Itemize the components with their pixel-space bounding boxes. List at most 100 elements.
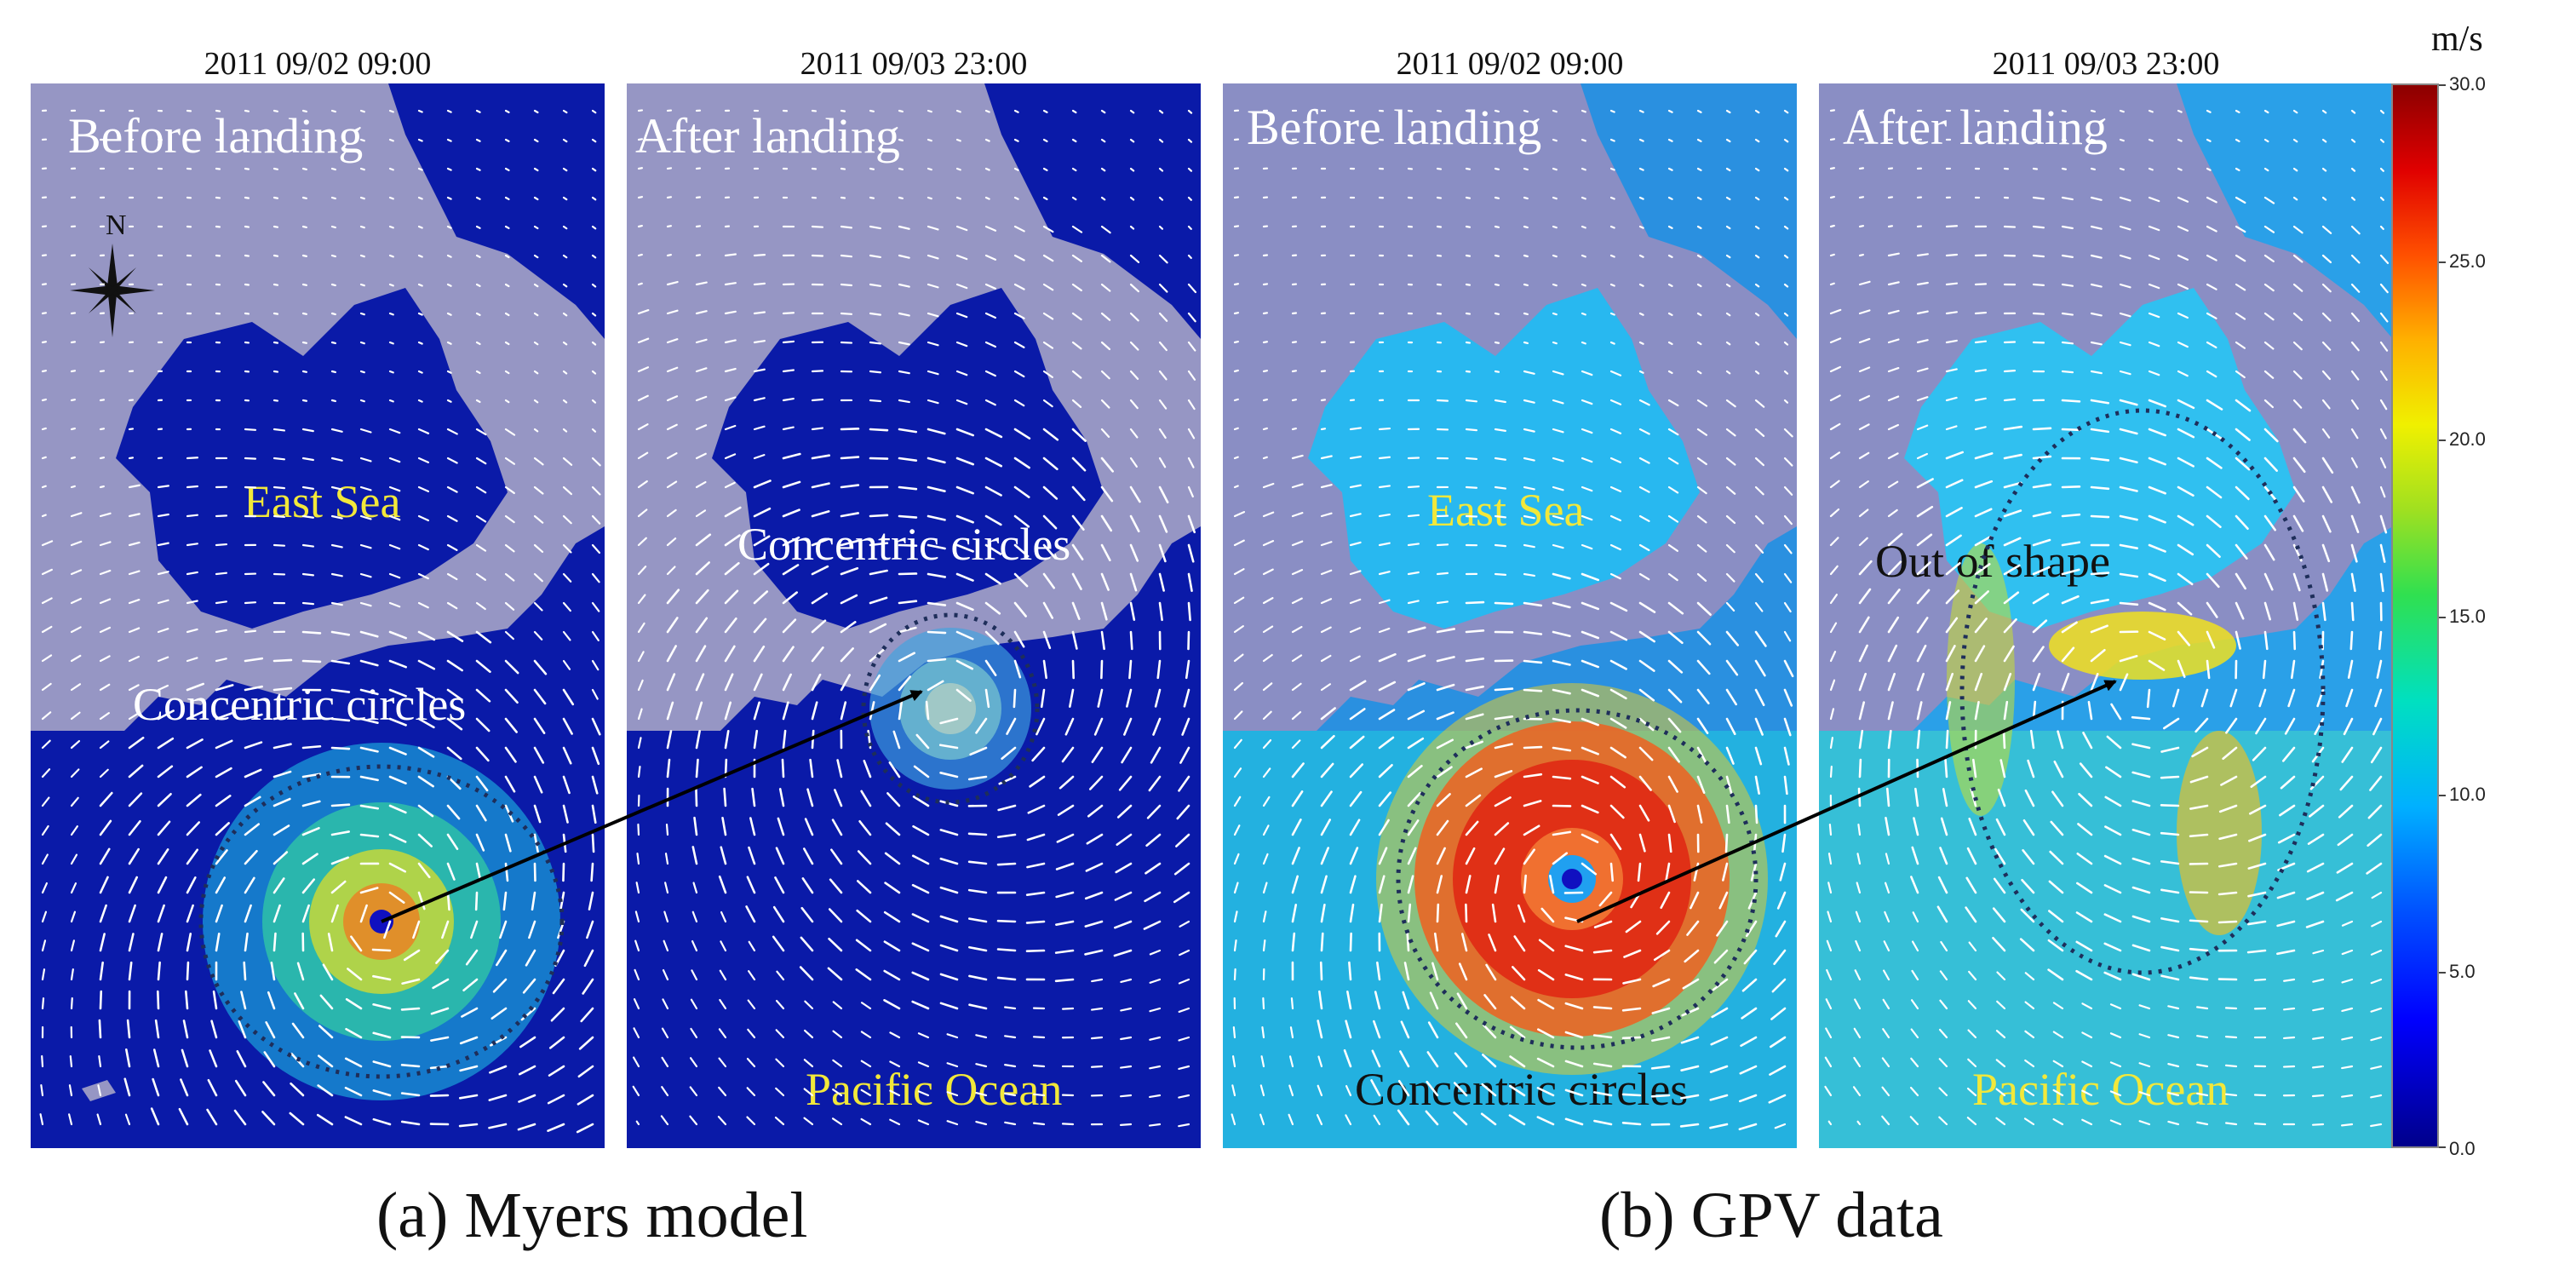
wind-arrow [1966,1117,1977,1126]
wind-arrow [1854,969,1862,981]
wind-arrow [533,601,543,612]
wind-arrow [180,1078,189,1097]
wind-arrow [911,1000,930,1010]
wind-arrow [99,876,109,894]
wind-arrow [1100,283,1111,292]
wind-arrow [1916,729,1921,750]
wind-arrow [803,1088,814,1097]
wind-arrow [869,674,881,692]
wind-arrow [1088,775,1104,790]
wind-arrow [2224,1122,2238,1126]
wind-arrow [1738,1123,1758,1131]
wind-arrow [2263,630,2269,651]
wind-arrow [1884,882,1890,894]
wind-arrow [1825,1027,1833,1039]
wind-arrow [301,514,314,519]
wind-arrow [1025,920,1046,924]
wind-arrow [1696,601,1712,616]
wind-arrow [1993,877,2006,894]
wind-arrow [316,1113,334,1126]
wind-arrow [1887,480,1899,489]
wind-arrow [1523,800,1542,807]
wind-arrow [580,1007,594,1023]
wind-arrow [2341,1007,2354,1013]
wind-arrow [504,312,510,317]
wind-arrow [1513,935,1526,952]
wind-arrow [1013,399,1025,407]
wind-arrow [2061,254,2074,258]
wind-arrow [1042,312,1054,320]
wind-arrow [723,787,727,807]
wind-arrow [2379,138,2385,143]
wind-arrow [1233,939,1237,952]
wind-arrow [350,935,363,952]
wind-arrow [178,1107,189,1126]
wind-arrow [1621,1121,1642,1126]
wind-arrow [562,341,568,346]
wind-arrow [1967,1029,1977,1039]
wind-arrow [695,424,708,431]
wind-arrow [1042,601,1054,619]
wind-arrow [1725,341,1731,346]
wind-arrow [1916,253,1929,257]
wind-arrow [1667,109,1673,113]
wind-arrow [975,1063,988,1068]
wind-arrow [1004,1121,1017,1126]
wind-arrow [372,1089,392,1097]
wind-arrow [637,823,640,836]
wind-arrow [1609,283,1615,287]
wind-arrow [2196,1006,2209,1010]
wind-arrow [637,337,650,344]
wind-arrow [1289,1026,1294,1039]
wind-arrow [1042,254,1054,262]
colorbar-tickmark [2439,795,2446,796]
wind-arrow [637,508,648,518]
wind-arrow [344,1057,363,1068]
wind-arrow [782,426,795,431]
wind-arrow [1743,949,1758,965]
wind-arrow [273,428,286,432]
wind-arrow [869,428,889,432]
wind-arrow [372,1031,392,1039]
wind-arrow [2104,796,2122,807]
wind-arrow [2370,978,2383,985]
wind-arrow [1291,847,1300,865]
wind-arrow [1187,109,1193,114]
wind-arrow [898,626,917,634]
wind-arrow [662,968,669,981]
wind-arrow [548,1036,565,1049]
wind-arrow [811,537,829,547]
wind-arrow [1071,543,1084,560]
wind-arrow [2061,646,2075,663]
wind-arrow [666,701,674,721]
wind-arrow [1291,932,1296,952]
wind-arrow [330,630,351,636]
wind-arrow [1090,1036,1104,1040]
wind-arrow [2177,572,2194,586]
wind-arrow [955,254,968,261]
wind-arrow [2282,1007,2296,1011]
wind-arrow [1291,427,1297,431]
wind-arrow [695,617,709,634]
wind-arrow [955,457,974,466]
wind-arrow [2350,196,2356,201]
wind-arrow [860,1002,872,1010]
wind-arrow [1638,312,1644,316]
wind-arrow [1523,370,1535,375]
wind-arrow [2276,920,2296,928]
wind-arrow [446,688,463,701]
wind-arrow [1320,734,1335,750]
wind-arrow [1667,514,1679,523]
wind-arrow [1378,903,1383,923]
wind-arrow [1233,427,1239,431]
wind-arrow [664,882,669,894]
wind-arrow [215,795,232,807]
wind-arrow [1378,875,1386,894]
wind-arrow [1581,399,1593,405]
wind-arrow [359,514,372,520]
wind-arrow [1690,891,1700,910]
wind-arrow [1407,514,1420,518]
wind-arrow [1696,543,1707,553]
wind-arrow [1564,945,1584,952]
wind-arrow [1709,1123,1729,1129]
